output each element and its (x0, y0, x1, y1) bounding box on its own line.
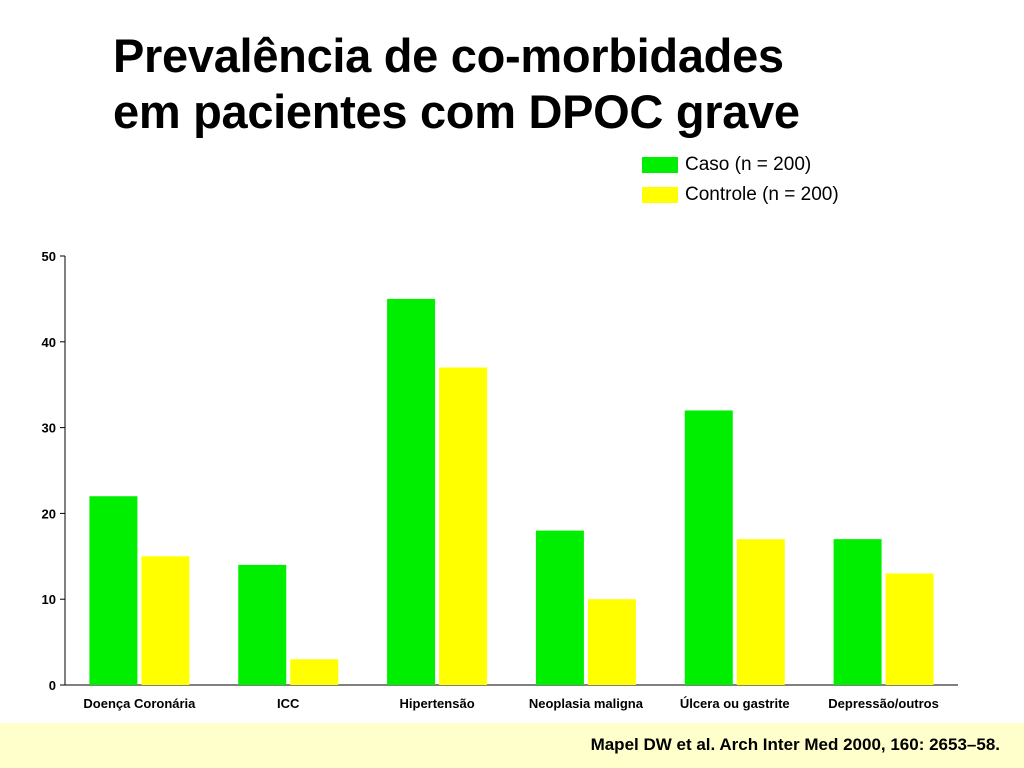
bar-depressao-outros-caso (833, 539, 882, 685)
citation-text: Mapel DW et al. Arch Inter Med 2000, 160… (590, 735, 1000, 754)
bar-doenca-coronaria-controle (141, 556, 190, 685)
bar-doenca-coronaria-caso (89, 496, 138, 685)
legend-swatch-caso (642, 157, 678, 173)
bar-depressao-outros-controle (885, 573, 934, 685)
chart-legend: Caso (n = 200) Controle (n = 200) (642, 150, 839, 210)
y-tick-label: 30 (42, 421, 56, 436)
bar-ulcera-ou-gastrite-caso (684, 410, 733, 685)
bar-icc-caso (238, 564, 287, 685)
x-tick-label: Depressão/outros (828, 696, 939, 711)
slide-title: Prevalência de co-morbidades em paciente… (113, 28, 933, 140)
y-tick-label: 0 (49, 678, 56, 693)
title-line-1: Prevalência de co-morbidades (113, 29, 784, 82)
legend-swatch-controle (642, 187, 678, 203)
bar-neoplasia-maligna-caso (535, 530, 584, 685)
bar-hipertensao-controle (439, 367, 488, 685)
x-tick-label: Doença Coronária (83, 696, 196, 711)
x-tick-label: ICC (277, 696, 300, 711)
legend-item-caso: Caso (n = 200) (642, 150, 839, 180)
bar-chart: 0 10 20 30 40 50 Doença Coronária ICC Hipertensã… (42, 249, 958, 711)
x-tick-label: Neoplasia maligna (529, 696, 644, 711)
legend-item-controle: Controle (n = 200) (642, 180, 839, 210)
x-tick-label: Úlcera ou gastrite (680, 696, 790, 711)
bar-hipertensao-caso (387, 298, 436, 685)
legend-label-caso: Caso (n = 200) (685, 154, 812, 175)
bar-ulcera-ou-gastrite-controle (736, 539, 785, 685)
bar-neoplasia-maligna-controle (587, 599, 636, 685)
x-tick-label: Hipertensão (400, 696, 475, 711)
y-tick-label: 10 (42, 592, 56, 607)
bar-icc-controle (290, 659, 339, 685)
legend-label-controle: Controle (n = 200) (685, 184, 839, 205)
footer-bar: Mapel DW et al. Arch Inter Med 2000, 160… (0, 723, 1024, 768)
title-line-2: em pacientes com DPOC grave (113, 85, 800, 138)
y-tick-label: 20 (42, 506, 56, 521)
y-tick-label: 40 (42, 335, 56, 350)
y-tick-label: 50 (42, 249, 56, 264)
